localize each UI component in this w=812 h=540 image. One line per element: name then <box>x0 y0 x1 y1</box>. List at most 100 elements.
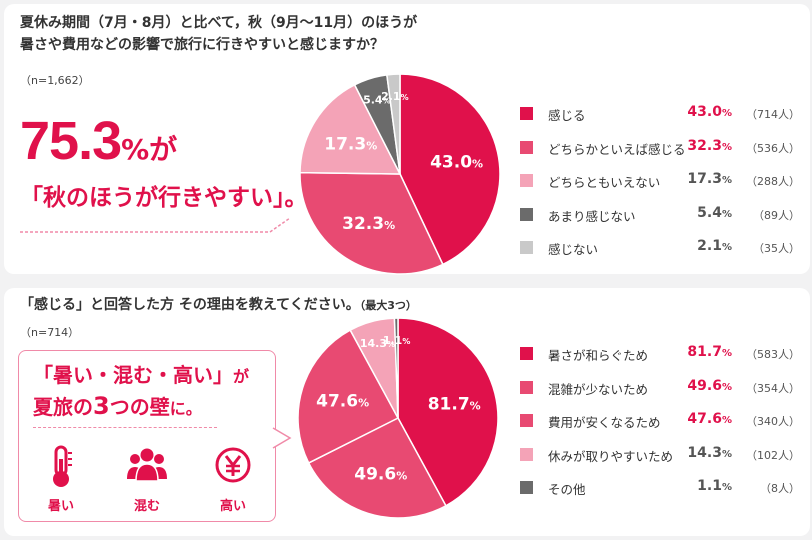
headline-subtitle: 「秋のほうが行きやすい」。 <box>20 185 308 211</box>
callout-line2-number: 3 <box>93 392 110 420</box>
pie1-label-1: 32.3% <box>342 214 395 234</box>
pie1-slice-1 <box>299 171 444 275</box>
callout-line2-d: に。 <box>169 399 202 418</box>
callout-pointer <box>20 217 290 233</box>
legend2-label-4: その他 <box>548 482 586 497</box>
legend2-swatch-3 <box>520 447 533 461</box>
legend1-count-4: （35人） <box>753 242 800 255</box>
legend2-item-2: 費用が安くなるため 47.6% （340人） <box>520 411 800 431</box>
legend1-count-0: （714人） <box>746 108 800 121</box>
legend1-swatch-2 <box>520 174 533 187</box>
callout-line1-text: 「暑い・混む・高い」 <box>33 363 233 387</box>
question2-title: 「感じる」と回答した方 その理由を教えてください。（最大3つ） <box>20 294 417 317</box>
legend1-value-0: 43.0% <box>687 104 732 120</box>
legend1-count-1: （536人） <box>746 141 800 155</box>
legend1-label-0: 感じる <box>548 108 586 123</box>
legend1-label-1: どちらかといえば感じる <box>548 141 686 157</box>
legend2-item-1: 混雑が少ないため 49.6% （354人） <box>520 378 800 398</box>
pie2-slice-0 <box>397 317 499 507</box>
legend1-swatch-3 <box>520 207 533 221</box>
legend2-swatch-0 <box>520 347 533 360</box>
pie1-label-4: 2.1% <box>381 90 409 103</box>
legend1-item-4: 感じない 2.1% （35人） <box>520 238 800 258</box>
callout-divider <box>33 427 217 428</box>
question-card-2: 「感じる」と回答した方 その理由を教えてください。（最大3つ） （n=714） … <box>4 288 810 536</box>
legend1-value-2: 17.3% <box>687 171 732 187</box>
legend2-value-3: 14.3% <box>687 444 732 461</box>
legend1-swatch-1 <box>520 140 533 154</box>
callout-arrow <box>272 427 292 449</box>
legend1-item-0: 感じる 43.0% （714人） <box>520 104 800 124</box>
legend1-item-1: どちらかといえば感じる 32.3% （536人） <box>520 138 800 158</box>
legend2-swatch-2 <box>520 414 533 427</box>
headline-number: 75.3 <box>20 111 122 171</box>
legend2-label-0: 暑さが和らぐため <box>548 348 649 363</box>
legend2-value-2: 47.6% <box>687 411 732 427</box>
legend2-value-0: 81.7% <box>687 344 732 360</box>
legend1-label-3: あまり感じない <box>548 208 636 224</box>
legend1-item-3: あまり感じない 5.4% （89人） <box>520 205 800 225</box>
callout-line1: 「暑い・混む・高い」が <box>33 359 249 388</box>
headline-particle: が <box>149 133 178 166</box>
question-title-line2: 暑さや費用などの影響で旅行に行きやすいと感じますか？ <box>20 37 384 53</box>
legend1-item-2: どちらともいえない 17.3% （288人） <box>520 171 800 191</box>
pie1-slice-2 <box>299 83 402 175</box>
pie1-label-2: 17.3% <box>324 134 377 154</box>
pie2-label-1: 49.6% <box>354 464 407 484</box>
legend2-label-3: 休みが取りやすいため <box>548 448 674 464</box>
pie2-label-2: 47.6% <box>316 392 369 412</box>
sample-size-2: （n=714） <box>20 326 80 339</box>
thermometer-icon <box>53 445 72 487</box>
pie2-label-4: 1.1% <box>383 334 411 347</box>
legend1-value-3: 5.4% <box>697 204 732 221</box>
legend2-count-2: （340人） <box>746 415 800 428</box>
legend2-count-0: （583人） <box>746 348 800 361</box>
pie2-slice-4 <box>393 317 399 419</box>
headline-percent-sign: % <box>121 133 150 166</box>
legend2-count-1: （354人） <box>746 381 800 395</box>
pie2-slice-2 <box>297 329 400 464</box>
icon-hot-label: 暑い <box>47 499 74 514</box>
pie1-label-0: 43.0% <box>430 152 483 172</box>
legend2-item-3: 休みが取りやすいため 14.3% （102人） <box>520 445 800 465</box>
pie2-slice-1 <box>307 417 447 519</box>
callout-line1-particle: が <box>233 367 250 386</box>
legend2-swatch-4 <box>520 481 533 494</box>
icon-expensive-label: 高い <box>219 499 246 514</box>
question2-title-text: 「感じる」と回答した方 その理由を教えてください。 <box>20 297 360 313</box>
legend1-value-4: 2.1% <box>697 238 732 254</box>
pie1-label-3: 5.4% <box>363 94 391 107</box>
icon-hot: 暑い <box>31 443 91 514</box>
callout-line2-a: 夏旅の <box>33 395 93 419</box>
headline-stat: 75.3%が <box>20 110 177 172</box>
pie-chart-1: 43.0% 32.3% 17.3% 5.4%2.1% <box>299 73 501 275</box>
icon-expensive: 高い <box>203 443 263 514</box>
legend2-label-1: 混雑が少ないため <box>548 381 649 397</box>
yen-icon <box>215 447 251 483</box>
question-card-1: 夏休み期間（7月・8月）と比べて，秋（9月〜11月）のほうが 暑さや費用などの影… <box>4 4 810 275</box>
insight-callout: 「暑い・混む・高い」が 夏旅の3つの壁に。 暑い <box>18 350 276 522</box>
icon-crowded: 混む <box>117 443 177 514</box>
legend2-value-1: 49.6% <box>687 377 732 394</box>
legend2-count-3: （102人） <box>746 448 800 462</box>
legend1-count-2: （288人） <box>746 175 800 188</box>
callout-line2-c: つの壁 <box>109 395 170 419</box>
legend1-label-4: 感じない <box>548 242 599 257</box>
legend1-count-3: （89人） <box>753 208 800 222</box>
crowd-icon <box>127 448 167 482</box>
pie1-slice-0 <box>399 73 501 266</box>
callout-line2: 夏旅の3つの壁に。 <box>33 391 202 420</box>
legend1-value-1: 32.3% <box>687 137 732 154</box>
legend2-value-4: 1.1% <box>697 478 732 494</box>
pie2-label-3: 14.3% <box>360 337 395 350</box>
legend2-label-2: 費用が安くなるため <box>548 415 661 430</box>
sample-size: （n=1,662） <box>20 74 90 87</box>
icon-crowded-label: 混む <box>133 499 160 514</box>
legend2-swatch-1 <box>520 380 533 394</box>
legend1-swatch-4 <box>520 241 533 254</box>
legend1-swatch-0 <box>520 107 533 120</box>
pie-chart-2: 81.7% 49.6% 47.6% 14.3%1.1% <box>297 317 499 519</box>
legend2-item-4: その他 1.1% （8人） <box>520 478 800 498</box>
legend2-count-4: （8人） <box>760 482 800 495</box>
pie1-slice-4 <box>386 73 401 175</box>
